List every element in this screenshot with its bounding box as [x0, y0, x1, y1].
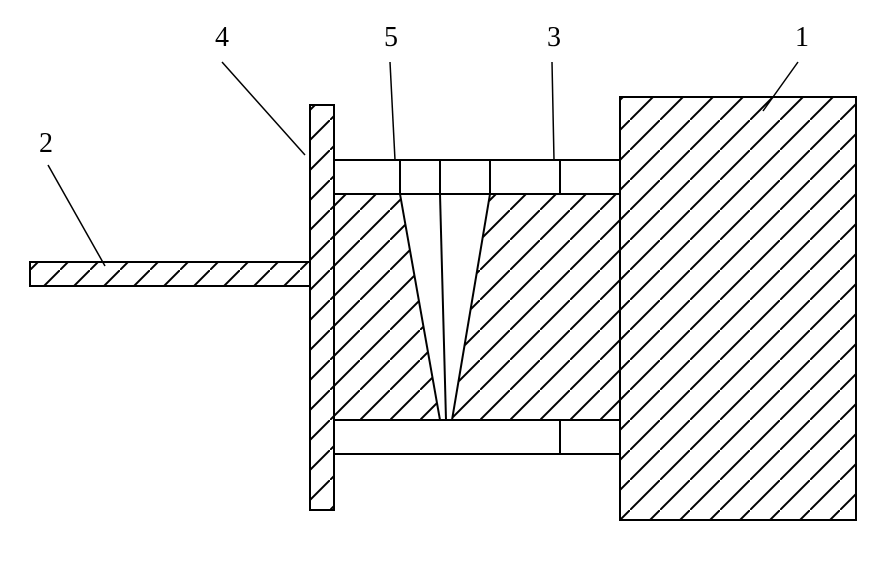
diagram-svg: [0, 0, 883, 571]
sleeve-top: [334, 160, 620, 194]
part-1-block: [620, 97, 856, 520]
callout-label-1: 1: [795, 22, 809, 54]
part-2-shaft: [30, 262, 310, 286]
callout-label-4: 4: [215, 22, 229, 54]
callout-label-3: 3: [547, 22, 561, 54]
callout-label-2: 2: [39, 128, 53, 160]
sleeve-bottom: [334, 420, 620, 454]
part-4-flange: [310, 105, 334, 510]
leader-5: [390, 62, 395, 160]
leader-3: [552, 62, 554, 160]
leader-4: [222, 62, 305, 155]
leader-2: [48, 165, 105, 266]
callout-label-5: 5: [384, 22, 398, 54]
